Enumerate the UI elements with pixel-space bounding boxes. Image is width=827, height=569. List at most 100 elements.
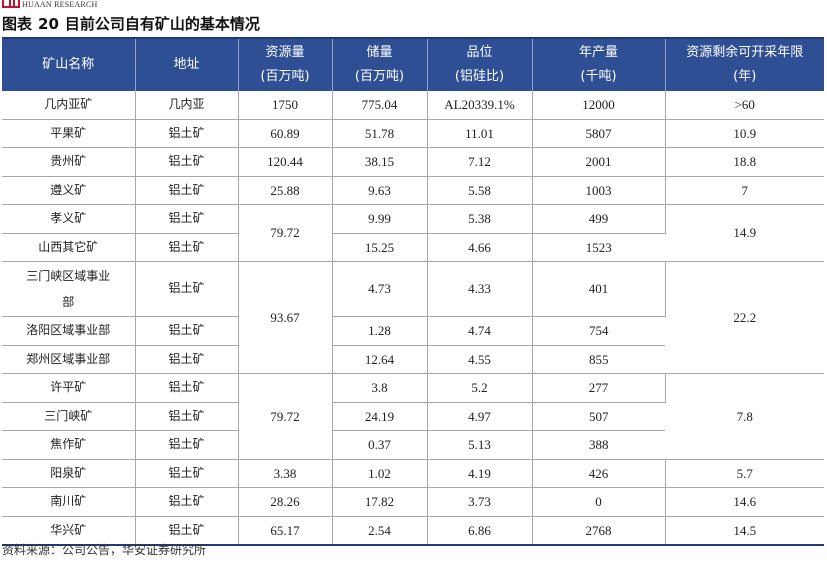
table-row: 山西其它矿 铝土矿 15.25 4.66 1523 xyxy=(2,233,824,262)
col-header-grade: 品位 (铝硅比) xyxy=(427,37,533,91)
col-header-years: 资源剩余可开采年限 (年) xyxy=(665,37,824,91)
mine-address: 铝土矿 xyxy=(135,316,239,346)
mine-output: 2001 xyxy=(532,147,666,177)
mine-grade: 5.13 xyxy=(427,430,533,460)
mine-grade: 4.19 xyxy=(427,459,533,488)
mine-resource: 1750 xyxy=(238,91,333,120)
table-row: 郑州区域事业部 铝土矿 12.64 4.55 855 xyxy=(2,345,824,374)
mine-output: 401 xyxy=(532,261,666,317)
mine-grade: 6.86 xyxy=(427,516,533,546)
mine-resource: 25.88 xyxy=(238,176,333,205)
huaan-logo xyxy=(2,0,42,10)
mine-name: 平果矿 xyxy=(2,119,136,148)
mine-grade: 4.55 xyxy=(427,345,533,374)
table-row: 平果矿 铝土矿 60.89 51.78 11.01 5807 10.9 xyxy=(2,119,824,148)
figure-label: 图表 xyxy=(2,15,33,33)
mine-address: 铝土矿 xyxy=(135,147,239,177)
mine-resource: 79.72 xyxy=(238,373,333,460)
mine-output: 12000 xyxy=(532,91,666,120)
mine-name: 华兴矿 xyxy=(2,516,136,546)
col-header-name: 矿山名称 xyxy=(2,37,136,91)
mine-output: 855 xyxy=(532,345,665,374)
mine-address: 铝土矿 xyxy=(135,204,239,234)
mine-output: 1523 xyxy=(532,233,665,262)
mine-reserve: 3.8 xyxy=(332,373,428,403)
mine-grade: 4.33 xyxy=(427,261,533,317)
mine-address: 铝土矿 xyxy=(135,261,239,317)
mine-years: 22.2 xyxy=(665,261,824,374)
figure-title-text: 目前公司自有矿山的基本情况 xyxy=(64,15,260,33)
col-header-reserve: 储量 (百万吨) xyxy=(332,37,428,91)
mine-reserve: 12.64 xyxy=(332,345,428,374)
mine-name: 三门峡区域事业部 xyxy=(2,261,136,317)
mine-grade: 5.2 xyxy=(427,373,533,403)
mine-name: 焦作矿 xyxy=(2,430,136,460)
mine-output: 277 xyxy=(532,373,666,403)
mine-address: 铝土矿 xyxy=(135,430,239,460)
mine-grade: 4.66 xyxy=(427,233,533,262)
mine-years: 14.9 xyxy=(665,204,824,262)
table-row: 阳泉矿 铝土矿 3.38 1.02 4.19 426 5.7 xyxy=(2,459,824,488)
mine-output: 754 xyxy=(532,316,665,346)
mine-grade: 11.01 xyxy=(427,119,533,148)
col-header-address: 地址 xyxy=(135,37,239,91)
mine-resource: 93.67 xyxy=(238,261,333,374)
mine-name: 几内亚矿 xyxy=(2,91,136,120)
huaan-logo-icon xyxy=(2,0,20,8)
mine-output: 2768 xyxy=(532,516,666,546)
source-note: 资料来源：公司公告，华安证券研究所 xyxy=(2,543,207,557)
mine-output: 1003 xyxy=(532,176,666,205)
mine-output: 426 xyxy=(532,459,666,488)
mine-output: 5807 xyxy=(532,119,666,148)
col-header-resource: 资源量 (百万吨) xyxy=(238,37,333,91)
mine-address: 铝土矿 xyxy=(135,233,239,262)
table-row: 几内亚矿 几内亚 1750 775.04 AL20339.1% 12000 >6… xyxy=(2,91,824,120)
mine-years: 7.8 xyxy=(665,373,824,460)
mine-grade: 7.12 xyxy=(427,147,533,177)
mine-name: 三门峡矿 xyxy=(2,402,136,431)
mine-name: 贵州矿 xyxy=(2,147,136,177)
mine-reserve: 2.54 xyxy=(332,516,428,546)
figure-title: 图表 20 目前公司自有矿山的基本情况 xyxy=(2,13,260,35)
mine-address: 铝土矿 xyxy=(135,176,239,205)
mines-table: 矿山名称 地址 资源量 (百万吨) 储量 (百万吨) 品位 (铝硅比) 年产量 (千吨)… xyxy=(2,37,824,546)
mine-reserve: 9.63 xyxy=(332,176,428,205)
mine-name: 许平矿 xyxy=(2,373,136,403)
mine-reserve: 9.99 xyxy=(332,204,428,234)
table-header-row: 矿山名称 地址 资源量 (百万吨) 储量 (百万吨) 品位 (铝硅比) 年产量 (千吨)… xyxy=(2,37,824,91)
mine-grade: 5.38 xyxy=(427,204,533,234)
mine-reserve: 4.73 xyxy=(332,261,428,317)
mine-name: 洛阳区域事业部 xyxy=(2,316,136,346)
mine-address: 铝土矿 xyxy=(135,345,239,374)
mine-address: 铝土矿 xyxy=(135,487,239,517)
mine-years: 18.8 xyxy=(665,147,824,177)
col-header-output: 年产量 (千吨) xyxy=(532,37,666,91)
mine-reserve: 17.82 xyxy=(332,487,428,517)
table-row: 焦作矿 铝土矿 0.37 5.13 388 xyxy=(2,430,824,460)
mine-resource: 3.38 xyxy=(238,459,333,488)
mine-grade: 4.97 xyxy=(427,402,533,431)
mine-reserve: 0.37 xyxy=(332,430,428,460)
mine-resource: 79.72 xyxy=(238,204,333,262)
mine-output: 388 xyxy=(532,430,665,460)
mine-address: 铝土矿 xyxy=(135,402,239,431)
brand-name: HUAAN RESEARCH xyxy=(22,0,98,9)
mine-years: >60 xyxy=(665,91,824,120)
mine-name: 孝义矿 xyxy=(2,204,136,234)
mine-years: 14.5 xyxy=(665,516,824,546)
table-row: 洛阳区域事业部 铝土矿 1.28 4.74 754 xyxy=(2,316,824,346)
mine-name: 山西其它矿 xyxy=(2,233,136,262)
mine-years: 10.9 xyxy=(665,119,824,148)
mine-reserve: 1.28 xyxy=(332,316,428,346)
mine-output: 507 xyxy=(532,402,665,431)
table-row: 遵义矿 铝土矿 25.88 9.63 5.58 1003 7 xyxy=(2,176,824,205)
mine-reserve: 38.15 xyxy=(332,147,428,177)
table-row: 孝义矿 铝土矿 79.72 9.99 5.38 499 14.9 xyxy=(2,204,824,262)
mine-reserve: 24.19 xyxy=(332,402,428,431)
mine-reserve: 1.02 xyxy=(332,459,428,488)
mine-name: 阳泉矿 xyxy=(2,459,136,488)
mine-grade: 5.58 xyxy=(427,176,533,205)
mine-grade: 3.73 xyxy=(427,487,533,517)
table-row: 贵州矿 铝土矿 120.44 38.15 7.12 2001 18.8 xyxy=(2,147,824,177)
mine-name: 遵义矿 xyxy=(2,176,136,205)
